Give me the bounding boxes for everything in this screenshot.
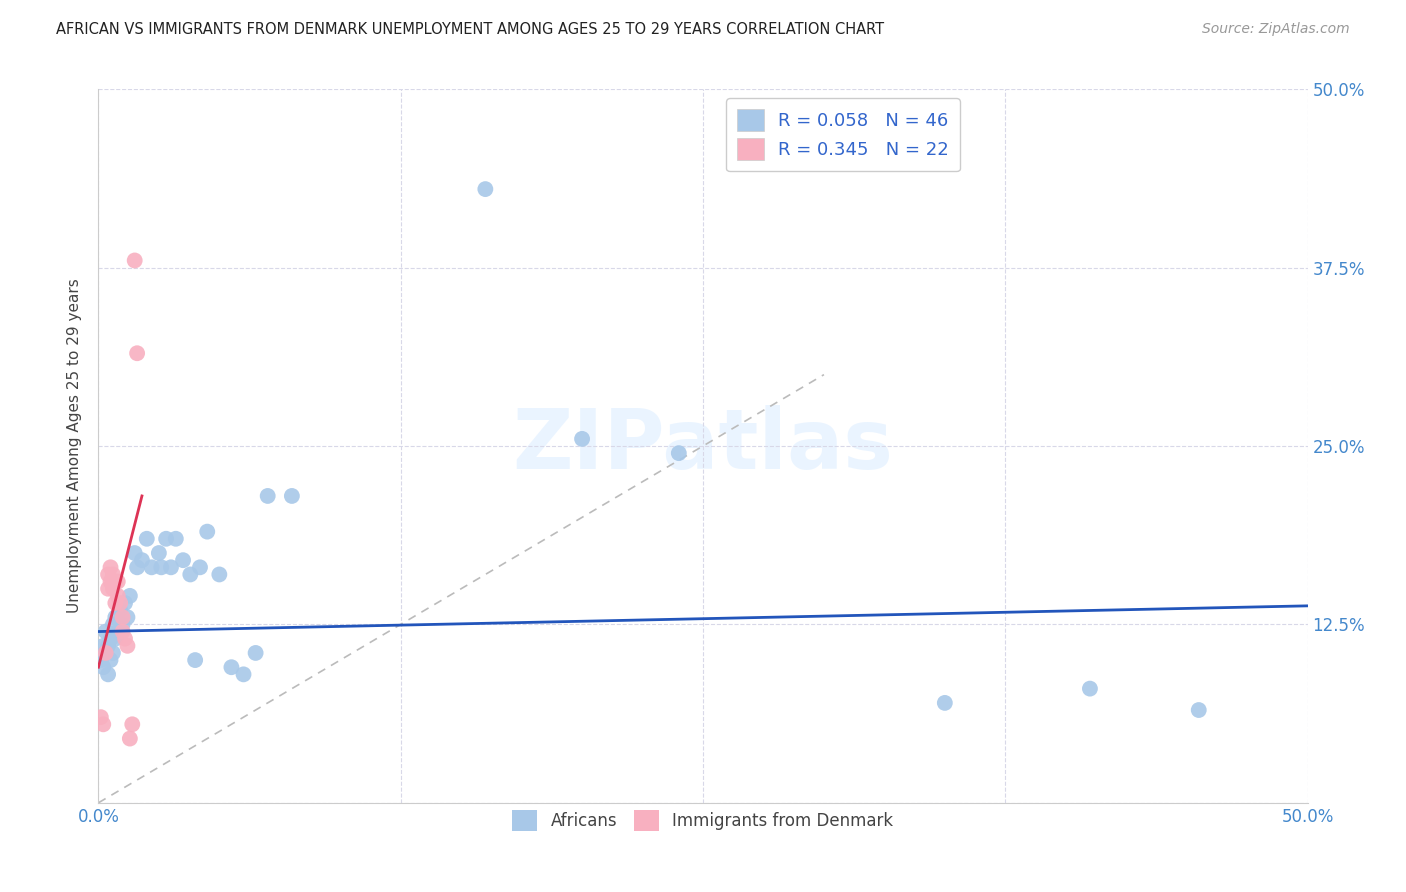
Point [111,617,134,632]
Point [208,567,231,582]
Point [114,632,136,646]
Point [108,603,131,617]
Point [127,346,149,360]
Point [97,582,120,596]
Legend: Africans, Immigrants from Denmark: Africans, Immigrants from Denmark [506,804,900,838]
Point [1188,703,1211,717]
Point [94,646,117,660]
Point [150,560,173,574]
Point [141,560,163,574]
Point [155,532,177,546]
Point [91,639,114,653]
Text: AFRICAN VS IMMIGRANTS FROM DENMARK UNEMPLOYMENT AMONG AGES 25 TO 29 YEARS CORREL: AFRICAN VS IMMIGRANTS FROM DENMARK UNEMP… [56,22,884,37]
Point [111,610,134,624]
Point [104,596,127,610]
Point [184,653,207,667]
Point [94,624,117,639]
Point [281,489,304,503]
Point [148,546,170,560]
Point [107,624,129,639]
Point [91,660,114,674]
Point [100,653,122,667]
Point [1078,681,1101,696]
Point [108,596,131,610]
Point [232,667,254,681]
Point [474,182,496,196]
Point [104,574,127,589]
Point [188,560,211,574]
Point [114,596,136,610]
Point [127,560,149,574]
Point [101,646,124,660]
Point [101,567,124,582]
Point [97,567,120,582]
Point [94,646,117,660]
Point [104,610,127,624]
Point [100,574,122,589]
Point [571,432,593,446]
Point [172,553,194,567]
Point [195,524,218,539]
Point [131,553,153,567]
Point [111,624,134,639]
Point [124,253,146,268]
Point [117,610,139,624]
Point [104,632,127,646]
Point [160,560,183,574]
Point [97,639,120,653]
Point [118,589,141,603]
Point [101,582,124,596]
Point [124,546,146,560]
Point [91,717,114,731]
Point [107,574,129,589]
Point [179,567,201,582]
Y-axis label: Unemployment Among Ages 25 to 29 years: Unemployment Among Ages 25 to 29 years [67,278,83,614]
Point [101,617,124,632]
Point [100,632,122,646]
Point [221,660,243,674]
Point [118,731,141,746]
Text: ZIPatlas: ZIPatlas [513,406,893,486]
Point [245,646,267,660]
Point [135,532,157,546]
Point [256,489,278,503]
Point [121,717,143,731]
Point [97,667,120,681]
Point [107,589,129,603]
Point [165,532,187,546]
Text: Source: ZipAtlas.com: Source: ZipAtlas.com [1202,22,1350,37]
Point [934,696,956,710]
Point [117,639,139,653]
Point [668,446,690,460]
Point [90,710,112,724]
Point [90,653,112,667]
Point [100,560,122,574]
